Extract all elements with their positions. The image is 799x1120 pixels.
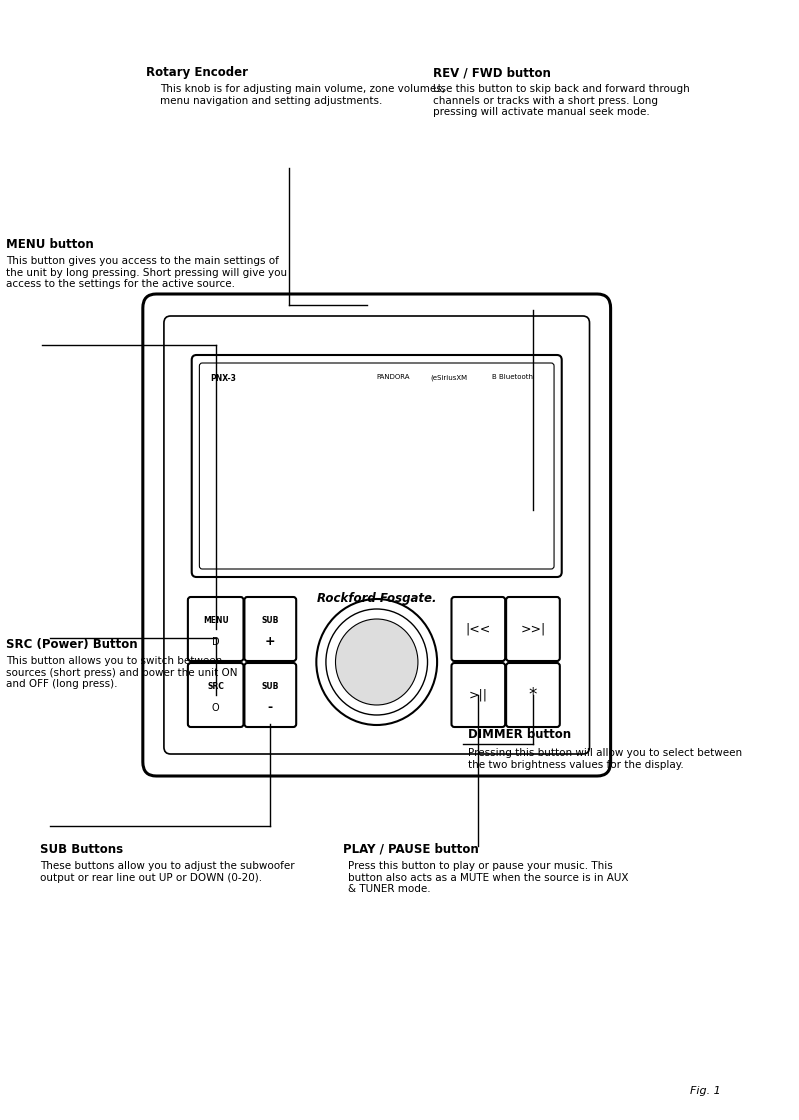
Text: -: -: [268, 701, 273, 715]
Text: Press this button to play or pause your music. This
button also acts as a MUTE w: Press this button to play or pause your …: [348, 861, 629, 894]
Text: PLAY / PAUSE button: PLAY / PAUSE button: [343, 843, 479, 856]
FancyBboxPatch shape: [244, 597, 296, 661]
FancyBboxPatch shape: [164, 316, 590, 754]
FancyBboxPatch shape: [143, 295, 610, 776]
Text: These buttons allow you to adjust the subwoofer
output or rear line out UP or DO: These buttons allow you to adjust the su…: [40, 861, 295, 883]
Circle shape: [316, 599, 437, 725]
Text: (eSiriusXM: (eSiriusXM: [431, 374, 468, 381]
Circle shape: [326, 609, 427, 715]
Text: >||: >||: [469, 689, 488, 701]
FancyBboxPatch shape: [200, 363, 554, 569]
Text: SUB Buttons: SUB Buttons: [40, 843, 123, 856]
Text: This button gives you access to the main settings of
the unit by long pressing. : This button gives you access to the main…: [6, 256, 287, 289]
Text: D: D: [212, 637, 220, 646]
Text: SUB: SUB: [261, 682, 279, 691]
FancyBboxPatch shape: [188, 663, 244, 727]
Text: MENU: MENU: [203, 616, 229, 625]
Text: Rockford Fosgate.: Rockford Fosgate.: [317, 592, 436, 605]
FancyBboxPatch shape: [506, 597, 560, 661]
Text: SUB: SUB: [261, 616, 279, 625]
Text: SRC (Power) Button: SRC (Power) Button: [6, 638, 137, 651]
FancyBboxPatch shape: [451, 597, 505, 661]
Text: REV / FWD button: REV / FWD button: [433, 66, 551, 80]
Text: Fig. 1: Fig. 1: [690, 1086, 721, 1096]
Text: O: O: [212, 702, 220, 712]
FancyBboxPatch shape: [192, 355, 562, 577]
FancyBboxPatch shape: [506, 663, 560, 727]
Text: PNX-3: PNX-3: [210, 374, 236, 383]
Text: This knob is for adjusting main volume, zone volumes,
menu navigation and settin: This knob is for adjusting main volume, …: [160, 84, 445, 105]
Text: Use this button to skip back and forward through
channels or tracks with a short: Use this button to skip back and forward…: [433, 84, 690, 118]
Text: Rotary Encoder: Rotary Encoder: [145, 66, 248, 80]
Text: PANDORA: PANDORA: [376, 374, 410, 380]
Text: DIMMER button: DIMMER button: [467, 728, 571, 741]
Text: |<<: |<<: [466, 623, 491, 635]
Text: Pressing this button will allow you to select between
the two brightness values : Pressing this button will allow you to s…: [467, 748, 742, 769]
Text: This button allows you to switch between
sources (short press) and power the uni: This button allows you to switch between…: [6, 656, 237, 689]
Circle shape: [336, 619, 418, 704]
Text: SRC: SRC: [207, 682, 224, 691]
Text: >>|: >>|: [520, 623, 546, 635]
FancyBboxPatch shape: [188, 597, 244, 661]
FancyBboxPatch shape: [451, 663, 505, 727]
Text: *: *: [529, 685, 537, 704]
Text: +: +: [265, 635, 276, 648]
Text: MENU button: MENU button: [6, 239, 93, 251]
FancyBboxPatch shape: [244, 663, 296, 727]
Text: B Bluetooth: B Bluetooth: [492, 374, 533, 380]
